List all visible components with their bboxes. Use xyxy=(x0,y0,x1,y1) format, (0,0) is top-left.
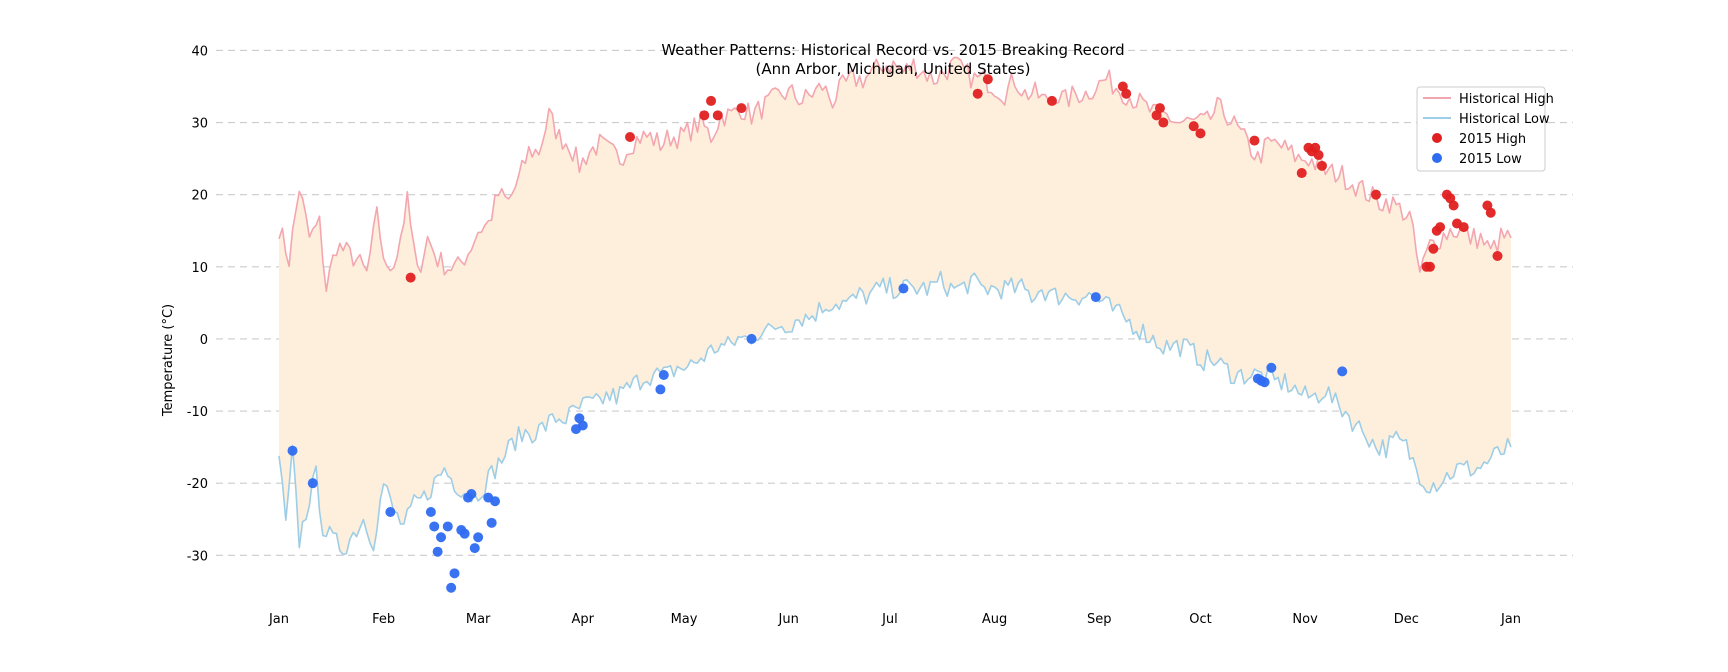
high-2015-point xyxy=(1485,207,1496,218)
high-2015-point xyxy=(1249,135,1260,146)
high-2015-point xyxy=(1313,150,1324,161)
x-tick-label: May xyxy=(671,612,698,627)
high-2015-point xyxy=(972,88,983,99)
high-2015-point xyxy=(982,74,993,85)
low-2015-point xyxy=(1259,377,1270,388)
low-2015-point xyxy=(898,283,909,294)
high-2015-point xyxy=(706,95,717,106)
x-tick-label: Nov xyxy=(1292,612,1318,627)
high-2015-point xyxy=(1154,103,1165,114)
legend-2015-high-swatch xyxy=(1432,133,1442,143)
legend: Historical High Historical Low 2015 High… xyxy=(1416,86,1554,172)
high-2015-point xyxy=(1158,117,1169,128)
high-2015-point xyxy=(1188,121,1199,132)
low-2015-point xyxy=(449,568,460,579)
low-2015-point xyxy=(658,369,669,380)
high-2015-point xyxy=(1370,189,1381,200)
high-2015-point xyxy=(1448,200,1459,211)
y-tick-label: -10 xyxy=(187,405,208,420)
x-tick-label: Dec xyxy=(1394,612,1419,627)
x-tick-label: Oct xyxy=(1189,612,1211,627)
y-tick-label: -30 xyxy=(187,549,208,564)
y-axis-label: Temperature (°C) xyxy=(161,304,176,417)
low-2015-point xyxy=(486,517,497,528)
high-2015-point xyxy=(1435,222,1446,233)
legend-2015-low-label: 2015 Low xyxy=(1459,152,1522,167)
low-2015-point xyxy=(746,333,757,344)
high-2015-point xyxy=(712,110,723,121)
x-tick-label: Feb xyxy=(372,612,395,627)
x-tick-label: Mar xyxy=(466,612,491,627)
low-2015-point xyxy=(577,420,588,431)
y-tick-label: 0 xyxy=(200,333,208,348)
x-tick-label: Jan xyxy=(1500,612,1521,627)
low-2015-point xyxy=(655,384,666,395)
y-tick-label: 10 xyxy=(191,261,208,276)
high-2015-point xyxy=(1121,88,1132,99)
high-2015-point xyxy=(1492,250,1503,261)
high-2015-point xyxy=(1424,261,1435,272)
high-2015-point xyxy=(1195,128,1206,139)
low-2015-point xyxy=(469,543,480,554)
high-2015-point xyxy=(736,103,747,114)
y-tick-label: 40 xyxy=(191,44,208,59)
low-2015-point xyxy=(425,507,436,518)
y-tick-label: 30 xyxy=(191,117,208,132)
high-2015-point xyxy=(1428,243,1439,254)
band-fill xyxy=(279,57,1511,555)
x-tick-labels: Jan Feb Mar Apr May Jun Jul Aug Sep Oct Nov Dec Jan xyxy=(268,612,1521,627)
low-2015-point xyxy=(385,507,396,518)
low-2015-point xyxy=(490,496,501,507)
x-tick-label: Jun xyxy=(778,612,799,627)
high-2015-point xyxy=(1296,168,1307,179)
low-2015-point xyxy=(466,488,477,499)
legend-historical-low-label: Historical Low xyxy=(1459,112,1550,127)
x-tick-label: Sep xyxy=(1087,612,1112,627)
high-2015-point xyxy=(625,131,636,142)
high-2015-point xyxy=(1316,160,1327,171)
low-2015-point xyxy=(429,521,440,532)
high-2015-point xyxy=(1046,95,1057,106)
low-2015-point xyxy=(473,532,484,543)
legend-2015-low-swatch xyxy=(1432,153,1442,163)
chart-subtitle: (Ann Arbor, Michigan, United States) xyxy=(756,60,1031,78)
low-2015-point xyxy=(459,528,470,539)
high-2015-point xyxy=(405,272,416,283)
high-2015-point xyxy=(1458,222,1469,233)
legend-box xyxy=(1416,86,1546,172)
x-tick-label: Apr xyxy=(572,612,595,627)
legend-historical-high-label: Historical High xyxy=(1459,92,1554,107)
point-layer xyxy=(287,74,1503,593)
chart-title: Weather Patterns: Historical Record vs. … xyxy=(661,41,1124,59)
low-2015-point xyxy=(432,546,443,557)
low-2015-point xyxy=(436,532,447,543)
low-2015-point xyxy=(446,582,457,593)
x-tick-label: Jul xyxy=(881,612,898,627)
low-2015-point xyxy=(1266,362,1277,373)
y-tick-labels: -30 -20 -10 0 10 20 30 40 xyxy=(187,44,208,564)
y-tick-label: -20 xyxy=(187,477,208,492)
low-2015-point xyxy=(287,445,298,456)
low-2015-point xyxy=(442,521,453,532)
low-2015-point xyxy=(1090,292,1101,303)
low-2015-point xyxy=(1337,366,1348,377)
fill-layer xyxy=(279,57,1511,555)
legend-2015-high-label: 2015 High xyxy=(1459,132,1526,147)
x-tick-label: Jan xyxy=(268,612,289,627)
x-tick-label: Aug xyxy=(982,612,1007,627)
historical-high-line xyxy=(278,56,1512,293)
low-2015-point xyxy=(307,478,318,489)
high-2015-point xyxy=(699,110,710,121)
y-tick-label: 20 xyxy=(191,189,208,204)
